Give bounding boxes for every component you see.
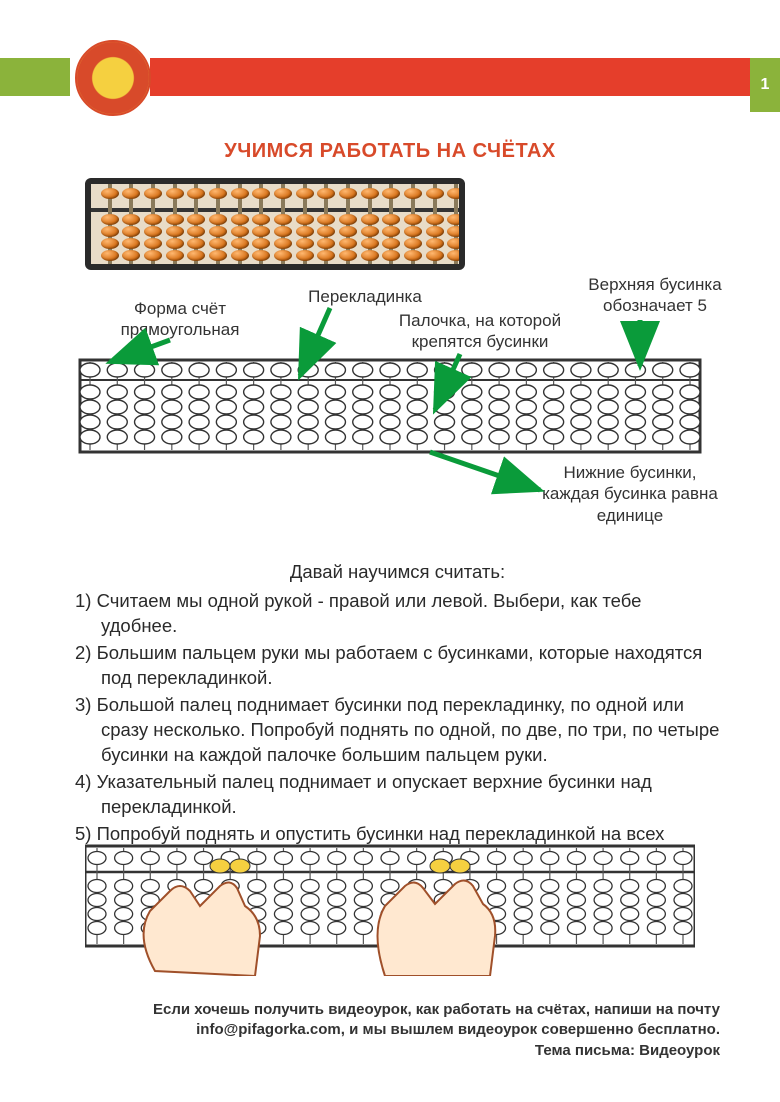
abacus-diagram bbox=[0, 280, 780, 530]
page-number-badge: 1 bbox=[750, 58, 780, 112]
page-title: УЧИМСЯ РАБОТАТЬ НА СЧЁТАХ bbox=[0, 140, 780, 163]
instruction-item: 1) Считаем мы одной рукой - правой или л… bbox=[75, 589, 720, 639]
abacus-hands-illustration bbox=[85, 836, 695, 976]
instruction-item: 3) Большой палец поднимает бусинки под п… bbox=[75, 693, 720, 768]
instructions-list: 1) Считаем мы одной рукой - правой или л… bbox=[75, 589, 720, 872]
instructions-intro: Давай научимся считать: bbox=[75, 560, 720, 585]
instructions-block: Давай научимся считать: 1) Считаем мы од… bbox=[75, 560, 720, 874]
header-green-segment bbox=[0, 58, 70, 96]
instruction-item: 4) Указательный палец поднимает и опуска… bbox=[75, 770, 720, 820]
footer-line-3: Тема письма: Видеоурок bbox=[70, 1041, 720, 1061]
instruction-item: 2) Большим пальцем руки мы работаем с бу… bbox=[75, 641, 720, 691]
header-red-segment bbox=[150, 58, 780, 96]
footer-text: Если хочешь получить видеоурок, как рабо… bbox=[70, 1000, 720, 1061]
abacus-photo bbox=[85, 178, 465, 270]
brand-logo bbox=[75, 40, 151, 116]
footer-line-2: info@pifagorka.com, и мы вышлем видеоуро… bbox=[70, 1020, 720, 1040]
footer-line-1: Если хочешь получить видеоурок, как рабо… bbox=[70, 1000, 720, 1020]
